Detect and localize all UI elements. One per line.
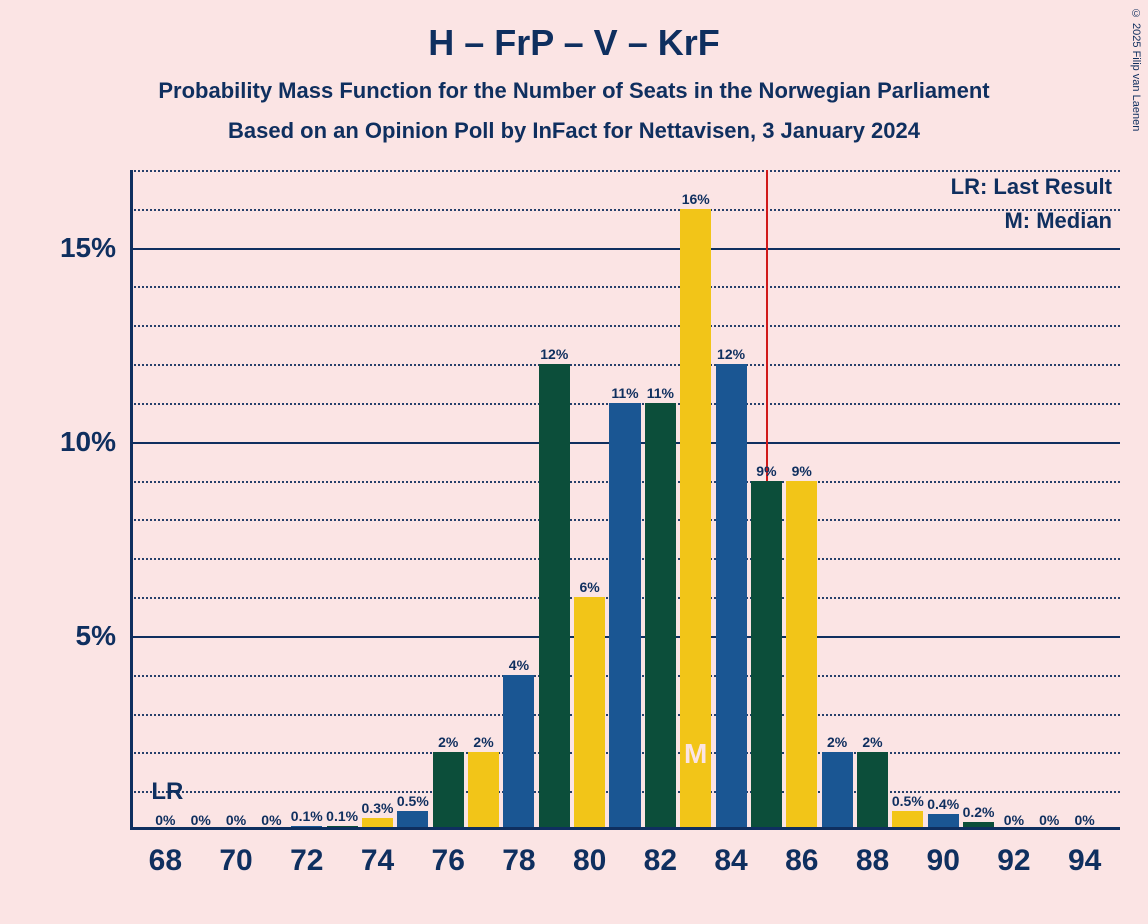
x-tick-label: 82: [644, 830, 677, 878]
chart-plot-area: 5%10%15%0%0%0%0%0.1%0.1%0.3%0.5%2%2%4%12…: [130, 170, 1120, 830]
bar-value-label: 9%: [792, 463, 812, 481]
y-axis: [130, 170, 133, 830]
median-marker: M: [684, 738, 707, 770]
grid-minor: [130, 209, 1120, 211]
bar: 12%: [716, 364, 747, 830]
bar-value-label: 11%: [611, 385, 638, 403]
bar-value-label: 0.5%: [397, 793, 429, 811]
bar-value-label: 11%: [647, 385, 674, 403]
copyright-text: © 2025 Filip van Laenen: [1130, 8, 1142, 131]
bar-value-label: 0.1%: [291, 808, 323, 826]
bar-value-label: 2%: [438, 734, 458, 752]
bar-value-label: 12%: [717, 346, 745, 364]
chart-subtitle-2: Based on an Opinion Poll by InFact for N…: [0, 104, 1148, 144]
x-tick-label: 72: [290, 830, 323, 878]
bar: 4%: [503, 675, 534, 830]
legend-median: M: Median: [1004, 208, 1112, 234]
bar-value-label: 0.3%: [362, 800, 394, 818]
grid-major: [130, 248, 1120, 250]
x-tick-label: 86: [785, 830, 818, 878]
bar: 9%: [786, 481, 817, 830]
x-tick-label: 70: [219, 830, 252, 878]
y-tick-label: 10%: [60, 426, 130, 458]
x-tick-label: 92: [997, 830, 1030, 878]
bar: 6%: [574, 597, 605, 830]
bar: 2%: [468, 752, 499, 830]
bar: 9%: [751, 481, 782, 830]
chart-subtitle-1: Probability Mass Function for the Number…: [0, 64, 1148, 104]
bar-value-label: 16%: [682, 191, 710, 209]
bar: 2%: [857, 752, 888, 830]
bar-value-label: 12%: [540, 346, 568, 364]
grid-minor: [130, 325, 1120, 327]
bar-value-label: 9%: [756, 463, 776, 481]
chart-title: H – FrP – V – KrF: [0, 0, 1148, 64]
bar-value-label: 2%: [862, 734, 882, 752]
bar: 16%M: [680, 209, 711, 830]
x-tick-label: 78: [502, 830, 535, 878]
x-tick-label: 76: [432, 830, 465, 878]
x-tick-label: 68: [149, 830, 182, 878]
grid-minor: [130, 286, 1120, 288]
bar-value-label: 0.4%: [927, 796, 959, 814]
bar-value-label: 6%: [580, 579, 600, 597]
bar-value-label: 0.2%: [963, 804, 995, 822]
x-tick-label: 90: [927, 830, 960, 878]
grid-minor: [130, 364, 1120, 366]
y-tick-label: 15%: [60, 232, 130, 264]
bar: 12%: [539, 364, 570, 830]
x-tick-label: 88: [856, 830, 889, 878]
bar-value-label: 2%: [473, 734, 493, 752]
x-tick-label: 80: [573, 830, 606, 878]
bar: 2%: [433, 752, 464, 830]
x-tick-label: 94: [1068, 830, 1101, 878]
legend-last-result: LR: Last Result: [951, 174, 1112, 200]
last-result-marker: LR: [151, 778, 183, 806]
grid-minor: [130, 170, 1120, 172]
bar-value-label: 4%: [509, 657, 529, 675]
bar-value-label: 0.5%: [892, 793, 924, 811]
x-tick-label: 84: [714, 830, 747, 878]
y-tick-label: 5%: [76, 620, 130, 652]
x-axis: [130, 827, 1120, 830]
bar-value-label: 2%: [827, 734, 847, 752]
x-tick-label: 74: [361, 830, 394, 878]
bar: 11%: [645, 403, 676, 830]
bar-value-label: 0.1%: [326, 808, 358, 826]
bar: 11%: [609, 403, 640, 830]
bar: 2%: [822, 752, 853, 830]
